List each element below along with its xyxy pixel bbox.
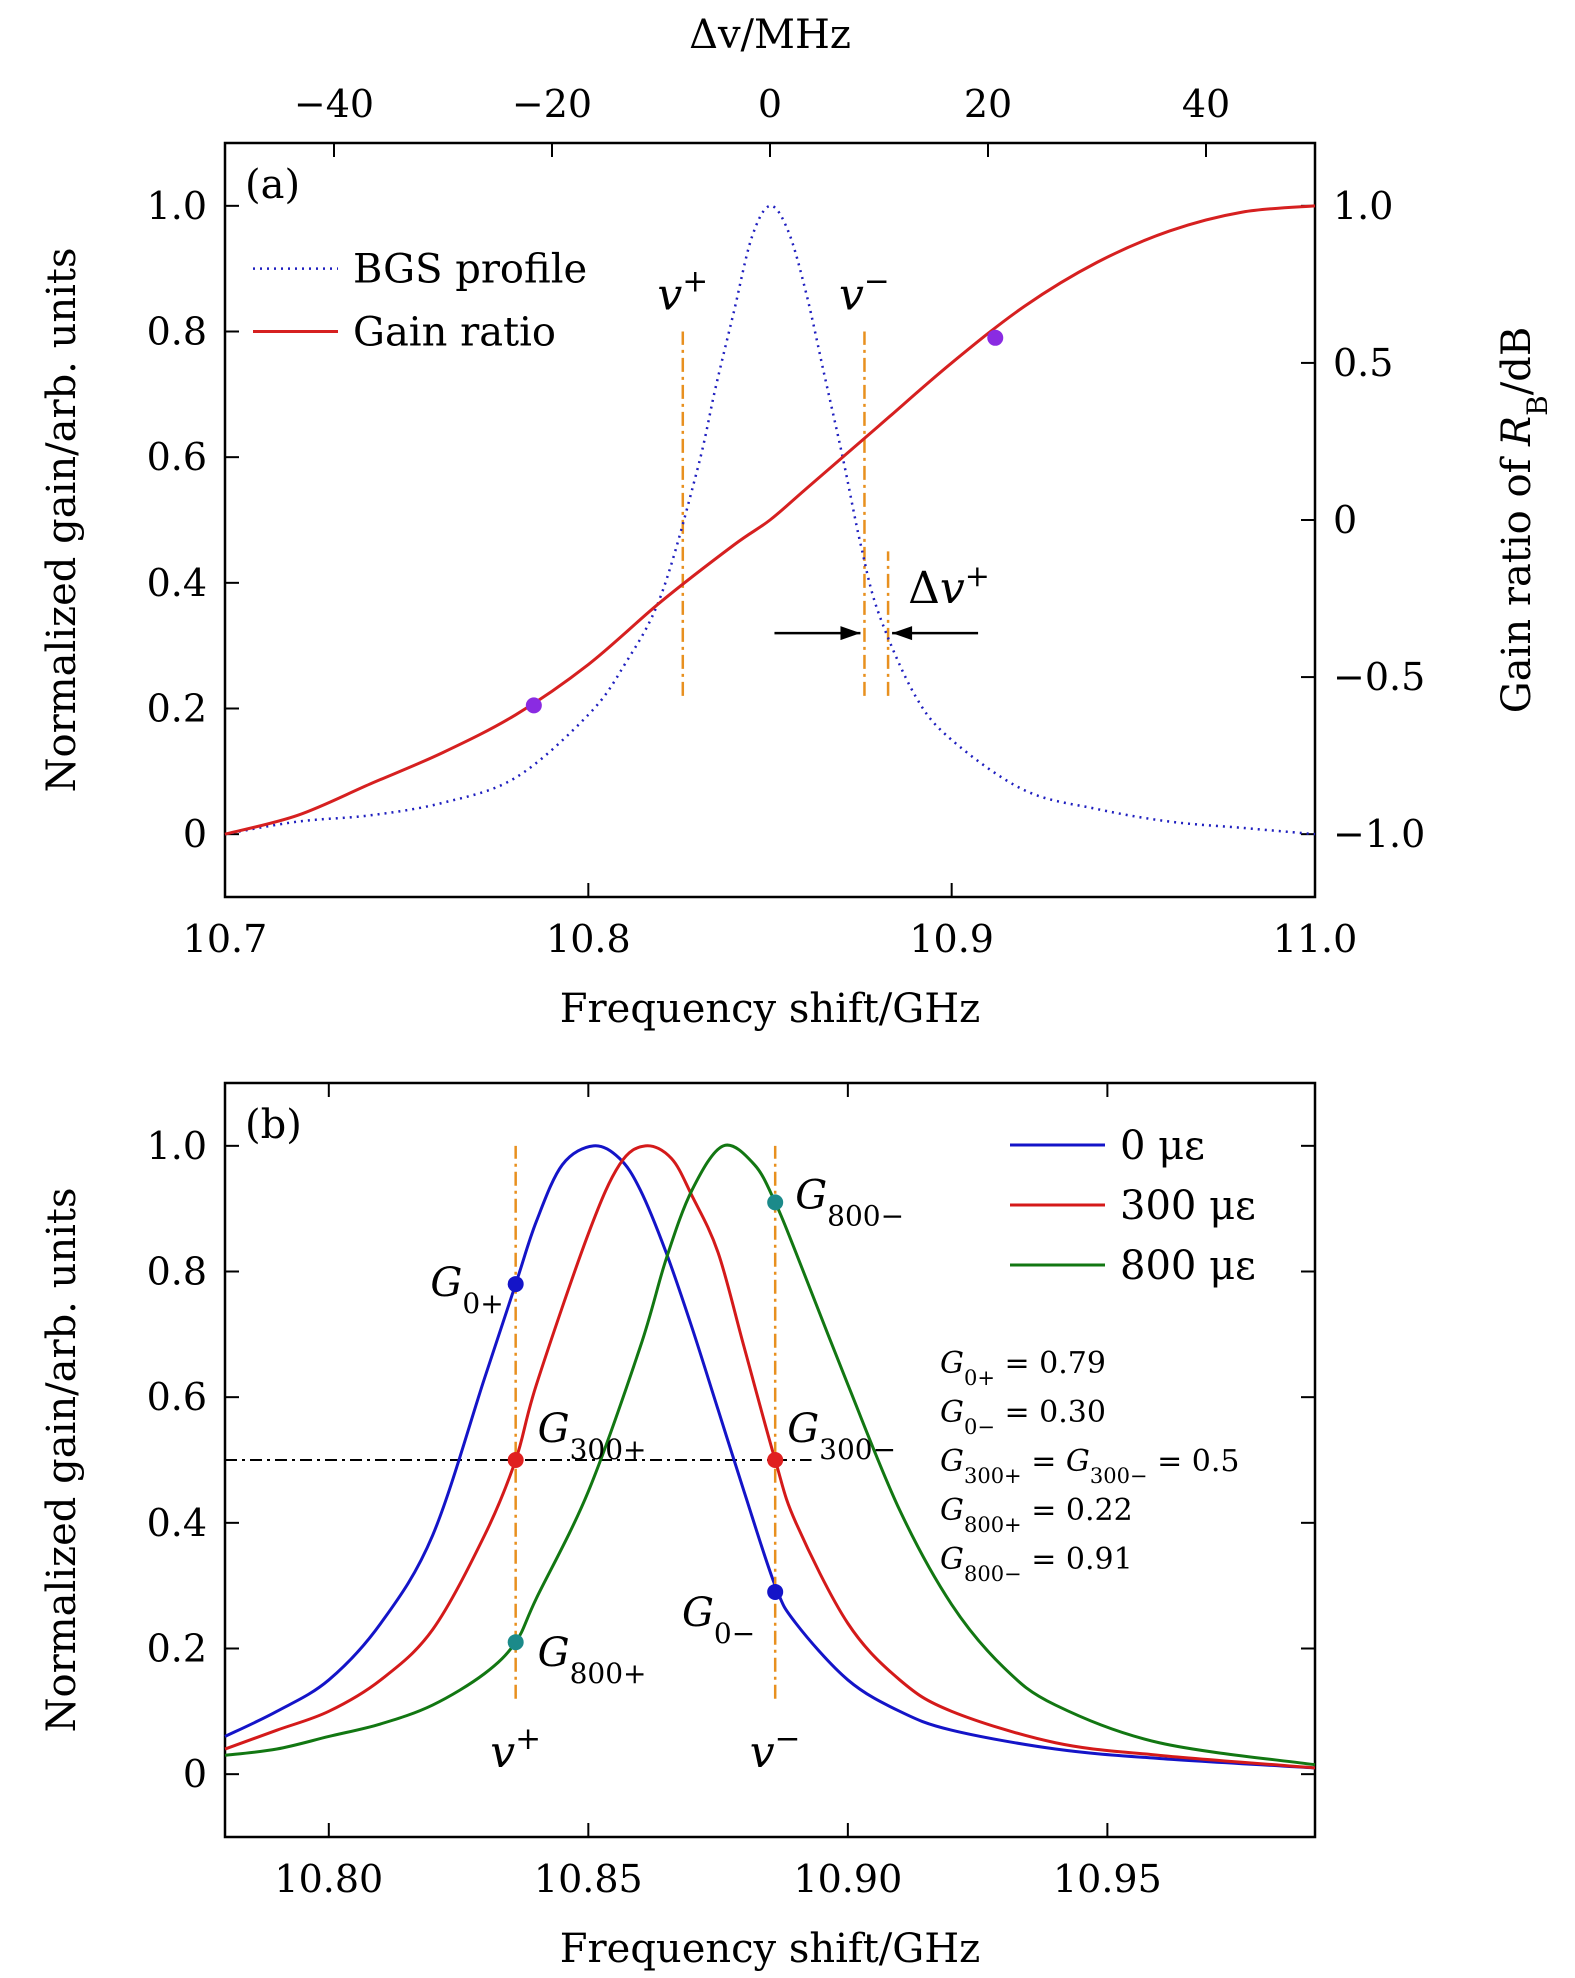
marker-label-a-1: v− <box>839 264 890 321</box>
y-tick-label-a: 0 <box>183 812 207 856</box>
x-axis-label-a: Frequency shift/GHz <box>560 986 980 1032</box>
x-tick-label-a: 11.0 <box>1273 917 1358 961</box>
point-label-b-0: G0+ <box>430 1260 503 1320</box>
marker-label-b-1: v− <box>750 1721 801 1778</box>
equation-b-3: G800+ = 0.22 <box>940 1493 1133 1537</box>
equation-b-4: G800− = 0.91 <box>940 1542 1133 1586</box>
point-label-b-2: G800+ <box>538 1630 647 1690</box>
y2-tick-label-a: 0.5 <box>1333 341 1393 385</box>
y2-tick-label-a: −1.0 <box>1333 812 1425 856</box>
y-tick-label-a: 1.0 <box>147 184 207 228</box>
y-axis-label-b: Normalized gain/arb. units <box>39 1187 85 1732</box>
y-tick-label-b: 0.6 <box>147 1375 207 1419</box>
x-tick-label-a: 10.9 <box>909 917 994 961</box>
equation-b-2: G300+ = G300− = 0.5 <box>940 1444 1239 1488</box>
x-tick-label-b: 10.90 <box>793 1857 902 1901</box>
x-tick-label-b: 10.85 <box>534 1857 643 1901</box>
x2-axis-label-a: Δv/MHz <box>689 12 851 58</box>
data-point-b-3 <box>767 1194 784 1211</box>
data-point-b-2 <box>507 1634 524 1651</box>
y-tick-label-b: 0.4 <box>147 1501 207 1545</box>
equation-b-0: G0+ = 0.79 <box>940 1346 1106 1390</box>
panel-label-b: (b) <box>245 1102 302 1148</box>
data-point-a-1 <box>987 329 1004 346</box>
legend-label-bgs: BGS profile <box>353 247 587 293</box>
point-label-b-5: G0− <box>682 1590 755 1650</box>
y-tick-label-b: 0.8 <box>147 1250 207 1294</box>
series-line-b-2 <box>224 1143 1316 1767</box>
x-tick-label-b: 10.80 <box>274 1857 383 1901</box>
legend-label-b-1: 300 με <box>1120 1183 1256 1229</box>
y2-tick-label-a: 1.0 <box>1333 184 1393 228</box>
data-point-b-5 <box>767 1583 784 1600</box>
x2-tick-label-a: −20 <box>512 82 592 126</box>
x-axis-label-b: Frequency shift/GHz <box>560 1926 980 1972</box>
equation-b-1: G0− = 0.30 <box>940 1395 1106 1439</box>
x2-tick-label-a: 20 <box>964 82 1012 126</box>
data-point-a-0 <box>525 697 542 714</box>
delta-arrow-left-head <box>840 626 861 641</box>
y-tick-label-b: 0 <box>183 1752 207 1796</box>
y2-tick-label-a: 0 <box>1333 498 1357 542</box>
point-label-b-1: G300+ <box>538 1406 647 1466</box>
y-tick-label-b: 1.0 <box>147 1124 207 1168</box>
data-point-b-0 <box>507 1276 524 1293</box>
marker-label-b-0: v+ <box>490 1721 541 1778</box>
panel-label-a: (a) <box>245 162 300 208</box>
x-tick-label-a: 10.8 <box>546 917 631 961</box>
y-axis-label-a: Normalized gain/arb. units <box>39 247 85 792</box>
panel-a: 10.7 10.8 10.9 11.0 Frequency shift/GHz −40 −2… <box>39 12 1554 1032</box>
y-tick-label-b: 0.2 <box>147 1627 207 1671</box>
y-tick-label-a: 0.2 <box>147 687 207 731</box>
y2-axis-label-a: Gain ratio of RB/dB <box>1494 327 1554 714</box>
legend-label-b-2: 800 με <box>1120 1243 1256 1289</box>
panel-b: 10.80 10.85 10.90 10.95 Frequency shift/GHz 0… <box>39 1081 1317 1972</box>
x2-tick-label-a: 40 <box>1182 82 1230 126</box>
y2-tick-label-a: −0.5 <box>1333 655 1425 699</box>
series-line-a-1 <box>224 204 1316 836</box>
x-tick-label-b: 10.95 <box>1053 1857 1162 1901</box>
y-tick-label-a: 0.4 <box>147 561 207 605</box>
legend-label-gain-ratio: Gain ratio <box>353 310 556 356</box>
y-tick-label-a: 0.8 <box>147 310 207 354</box>
delta-label-a: Δv+ <box>908 559 990 615</box>
x-tick-label-a: 10.7 <box>183 917 268 961</box>
series-line-b-0 <box>224 1144 1316 1770</box>
marker-label-a-0: v+ <box>657 264 708 321</box>
point-label-b-4: G300− <box>787 1406 896 1466</box>
x2-tick-label-a: −40 <box>294 82 374 126</box>
delta-arrow-right-head <box>892 626 913 641</box>
data-point-b-1 <box>507 1452 524 1468</box>
point-label-b-3: G800− <box>795 1172 904 1232</box>
y-tick-label-a: 0.6 <box>147 435 207 479</box>
legend-label-b-0: 0 με <box>1120 1123 1205 1169</box>
data-point-b-4 <box>767 1452 784 1468</box>
x2-tick-label-a: 0 <box>758 82 782 126</box>
series-line-b-1 <box>224 1144 1316 1770</box>
